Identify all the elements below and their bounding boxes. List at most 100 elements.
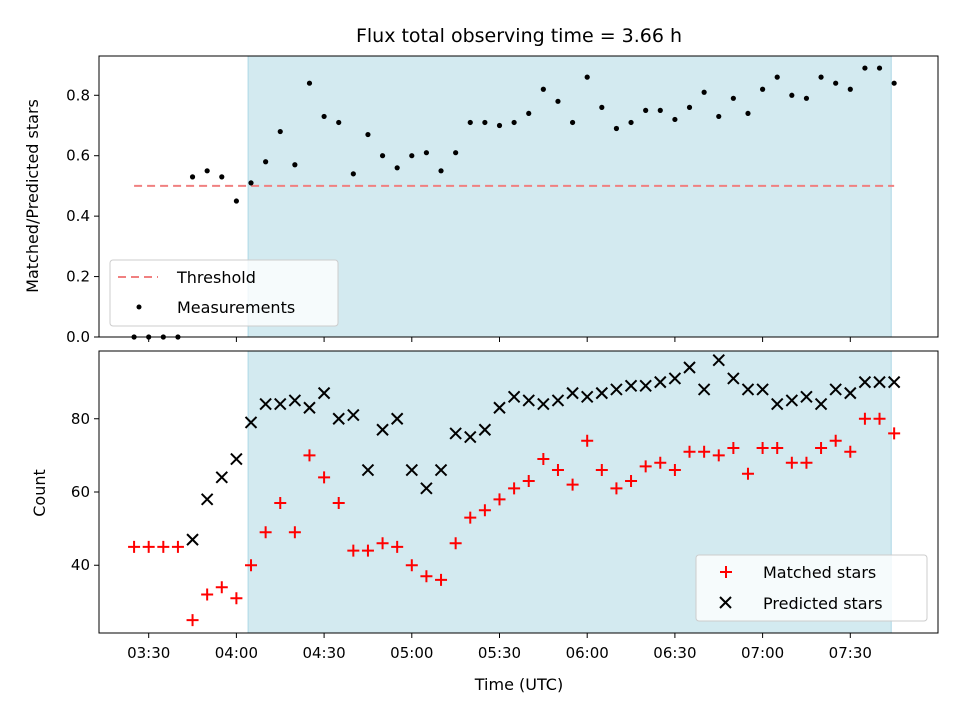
matched-star-point <box>873 412 886 425</box>
measurement-point <box>248 180 254 186</box>
chart-title: Flux total observing time = 3.66 h <box>356 25 682 47</box>
measurement-point <box>511 119 517 126</box>
matched-star-point <box>785 456 798 469</box>
predicted-star-point <box>844 386 857 400</box>
measurement-point <box>730 95 736 101</box>
measurement-point <box>277 128 283 135</box>
predicted-star-point <box>771 397 784 411</box>
matched-star-point <box>478 504 491 517</box>
matched-star-point <box>288 526 301 539</box>
predicted-star-point <box>274 397 287 411</box>
measurement-point <box>540 86 546 92</box>
measurement-point <box>599 104 605 110</box>
matched-star-point <box>157 540 170 553</box>
predicted-star-point <box>405 463 419 477</box>
legend-measurements-swatch <box>136 304 142 310</box>
matched-star-point <box>756 442 769 455</box>
predicted-star-point <box>683 361 696 374</box>
measurement-point <box>613 125 620 132</box>
predicted-star-point <box>741 383 755 396</box>
matched-star-point <box>318 471 331 484</box>
predicted-star-point <box>376 423 389 436</box>
predicted-star-point <box>580 390 594 403</box>
matched-star-point <box>566 478 579 491</box>
measurement-point <box>496 122 503 129</box>
predicted-star-point <box>566 386 579 400</box>
top-y-axis-label: Matched/Predicted stars <box>23 99 42 293</box>
predicted-star-point <box>244 416 258 429</box>
measurement-point <box>891 80 897 86</box>
top-x-ticks <box>148 337 851 342</box>
matched-star-point <box>347 544 360 557</box>
predicted-star-point <box>230 452 243 466</box>
top-y-ticks: 0.0 0.2 0.4 0.6 0.8 <box>66 86 99 346</box>
matched-star-point <box>522 475 535 488</box>
bottom-axes-frame <box>98 350 939 634</box>
predicted-star-point <box>303 401 316 414</box>
matched-star-point <box>800 456 813 469</box>
bottom-y-tick-label: 40 <box>71 556 90 574</box>
legend-matched-label: Matched stars <box>763 563 876 582</box>
predicted-star-point <box>610 383 623 396</box>
predicted-star-point <box>800 390 813 403</box>
measurement-point <box>701 89 707 95</box>
legend-predicted-swatch <box>719 596 732 609</box>
x-tick-label: 06:00 <box>566 644 609 662</box>
predicted-star-point <box>215 471 228 484</box>
predicted-star-point <box>390 412 404 425</box>
matched-star-point <box>493 493 506 506</box>
measurement-point <box>204 168 210 174</box>
top-y-tick-label: 0.4 <box>66 207 90 225</box>
x-tick-label: 07:00 <box>741 644 784 662</box>
matched-star-point <box>332 496 345 509</box>
predicted-star-point <box>697 383 711 396</box>
matched-star-point <box>303 449 316 462</box>
predicted-star-point <box>449 427 462 440</box>
predicted-star-point <box>887 375 901 389</box>
measurement-point <box>526 110 532 117</box>
measurement-point <box>263 159 269 165</box>
measurement-point <box>423 150 430 156</box>
measurement-point <box>818 74 824 80</box>
measurement-point <box>321 113 327 120</box>
predicted-star-point <box>858 375 872 389</box>
top-panel: 0.00.20.40.60.8 Matched/Predicted stars … <box>23 55 939 346</box>
matched-star-point <box>741 467 754 480</box>
predicted-star-point <box>186 533 199 546</box>
matched-star-point <box>581 434 594 447</box>
predicted-star-point <box>829 383 842 396</box>
matched-star-point <box>405 559 418 572</box>
matched-star-point <box>391 540 404 553</box>
measurement-point <box>569 119 576 126</box>
predicted-star-point <box>727 372 740 385</box>
predicted-star-point <box>668 372 682 385</box>
predicted-star-point <box>551 394 565 407</box>
measurement-point <box>716 113 722 120</box>
top-shaded-region <box>247 55 892 338</box>
matched-star-point <box>698 445 711 458</box>
predicted-star-point <box>595 386 609 400</box>
predicted-star-point <box>756 383 769 396</box>
matched-star-point <box>245 559 258 572</box>
bottom-y-tick-label: 80 <box>71 410 90 428</box>
bottom-y-axis-label: Count <box>30 469 49 517</box>
measurement-point <box>672 116 678 123</box>
matched-star-point <box>625 475 638 488</box>
predicted-star-point <box>624 379 638 392</box>
measurement-point <box>745 110 751 117</box>
predicted-star-point <box>639 379 652 392</box>
predicted-star-point <box>434 463 448 477</box>
matched-star-point <box>639 460 652 473</box>
measurement-points <box>131 65 897 340</box>
measurement-point <box>628 119 634 126</box>
predicted-star-point <box>478 423 492 436</box>
x-tick-label: 04:30 <box>302 644 345 662</box>
measurement-point <box>336 119 342 126</box>
predicted-star-point <box>464 430 477 444</box>
matched-star-point <box>420 570 433 583</box>
matched-star-point <box>815 442 828 455</box>
matched-star-point <box>230 592 243 605</box>
matched-star-point <box>829 434 842 447</box>
measurement-point <box>394 165 400 171</box>
predicted-star-point <box>347 408 360 422</box>
